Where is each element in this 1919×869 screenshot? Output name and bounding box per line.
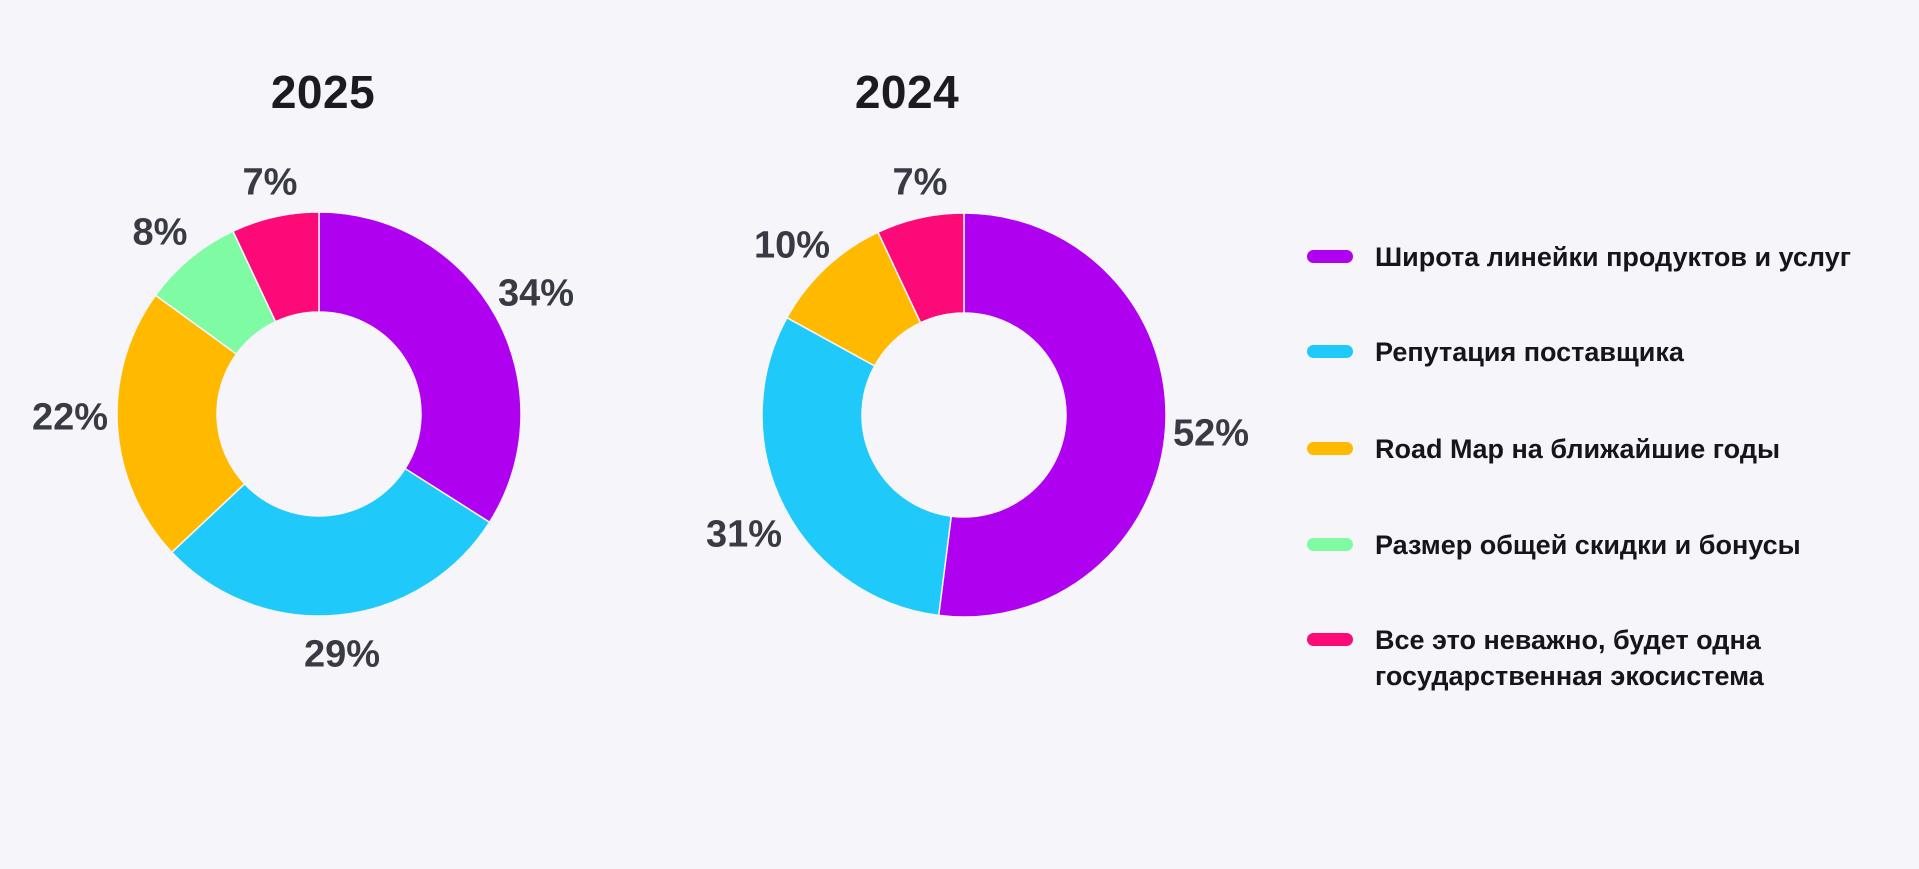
donut-slice-2025-2 — [116, 294, 246, 554]
donut-slice-2024-3 — [876, 212, 965, 324]
percent-label-2025-0: 34% — [497, 272, 575, 315]
percent-label-2025-1: 29% — [303, 633, 381, 676]
chart-title-2024: 2024 — [854, 66, 960, 118]
donut-slice-2025-4 — [231, 211, 320, 323]
donut-slice-2025-0 — [318, 211, 522, 524]
percent-label-2024-0: 52% — [1172, 412, 1250, 455]
percent-label-2025-2: 22% — [31, 396, 109, 439]
percent-label-2024-2: 10% — [753, 224, 831, 267]
donut-slice-2025-1 — [170, 467, 491, 617]
chart-title-2025: 2025 — [270, 66, 376, 118]
donut-slice-2024-0 — [937, 212, 1167, 618]
percent-label-2025-3: 8% — [132, 211, 188, 254]
donut-slice-2024-1 — [761, 316, 953, 617]
percent-label-2024-1: 31% — [705, 513, 783, 556]
percent-label-2025-4: 7% — [242, 161, 298, 204]
percent-label-2024-3: 7% — [892, 161, 948, 204]
